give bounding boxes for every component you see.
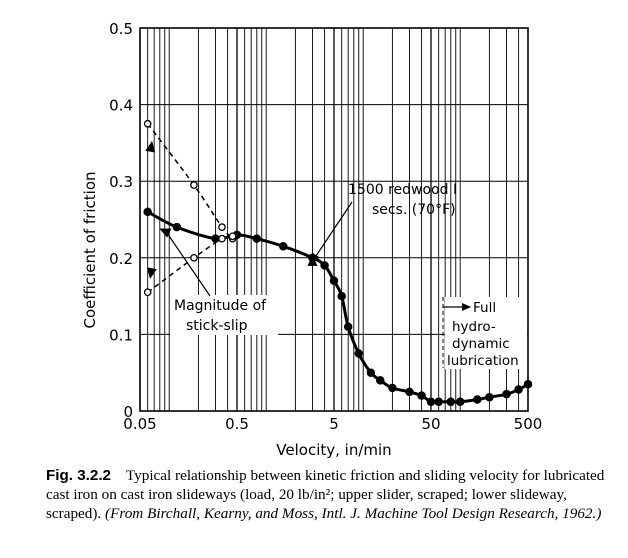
series-0 bbox=[143, 207, 533, 407]
series-2-point bbox=[190, 253, 198, 262]
series-0-point bbox=[426, 397, 436, 407]
series-0-point bbox=[366, 368, 376, 377]
y-tick-label: 0.5 bbox=[109, 20, 133, 38]
stick-slip-arrow-left bbox=[159, 228, 172, 238]
series-1-line bbox=[147, 123, 234, 240]
stick-slip-arrow-up bbox=[145, 140, 156, 153]
series-0-point bbox=[502, 389, 511, 399]
series-0-point bbox=[172, 222, 182, 232]
y-tick-label: 0.1 bbox=[109, 326, 133, 344]
series-0-point bbox=[514, 385, 523, 394]
annotation-hydrodynamic: Full hydro- dynamic lubrication bbox=[442, 297, 527, 369]
x-tick-label: 0.05 bbox=[123, 415, 156, 433]
annotation-stick-slip: Magnitude of stick-slip bbox=[164, 229, 278, 335]
y-tick-label: 0 bbox=[123, 403, 133, 421]
y-tick-label: 0.4 bbox=[109, 97, 133, 115]
series-1 bbox=[143, 119, 237, 243]
series-0-point bbox=[252, 234, 262, 243]
series-2 bbox=[143, 232, 237, 297]
series-0-point bbox=[523, 379, 533, 389]
series-0-point bbox=[405, 387, 414, 397]
series-1-point bbox=[190, 181, 198, 189]
stick-slip-arrow-down bbox=[146, 267, 157, 280]
y-tick-label: 0.2 bbox=[109, 250, 133, 268]
annotation-viscosity-line2: secs. (70°F) bbox=[372, 202, 456, 218]
annotation-stick-slip-leader bbox=[164, 229, 211, 297]
series-0-point bbox=[329, 276, 339, 286]
series-2-point bbox=[143, 288, 152, 297]
x-tick-label: 5 bbox=[329, 415, 339, 433]
friction-chart: 0 0.1 0.2 0.3 0.4 0.5 0.05 0.5 5 50 500 Velocity,… bbox=[81, 20, 542, 459]
caption-source: (From Birchall, Kearny, and Moss, Intl. … bbox=[105, 505, 602, 522]
series-0-point bbox=[337, 291, 346, 301]
annotation-hydrodynamic-line2: hydro- bbox=[452, 319, 496, 335]
series-0-point bbox=[485, 392, 494, 402]
caption-fig-label: Fig. 3.2.2 bbox=[46, 467, 111, 484]
series-0-point bbox=[455, 397, 465, 407]
series-2-point bbox=[218, 234, 226, 243]
x-tick-label: 500 bbox=[514, 415, 543, 433]
series-0-point bbox=[320, 261, 329, 270]
annotation-viscosity-leader bbox=[311, 201, 353, 263]
annotation-viscosity: 1500 redwood I secs. (70°F) bbox=[311, 182, 457, 263]
annotation-viscosity-line1: 1500 redwood I bbox=[348, 182, 457, 198]
annotation-stick-slip-line2: stick-slip bbox=[186, 318, 248, 334]
figure-caption: Fig. 3.2.2 Typical relationship between … bbox=[46, 466, 621, 523]
series-0-point bbox=[211, 234, 220, 243]
annotation-hydrodynamic-bg bbox=[445, 297, 527, 369]
series-0-point bbox=[343, 322, 353, 331]
y-axis-label: Coefficient of friction bbox=[81, 171, 99, 328]
annotation-hydrodynamic-line1: Full bbox=[473, 300, 496, 316]
x-axis-label: Velocity, in/min bbox=[276, 441, 391, 459]
y-tick-label: 0.3 bbox=[109, 173, 133, 191]
series-0-point bbox=[143, 207, 152, 217]
series-0-point bbox=[417, 391, 426, 400]
x-tick-label: 0.5 bbox=[225, 415, 249, 433]
x-tick-label: 50 bbox=[421, 415, 440, 433]
series-0-point bbox=[388, 383, 397, 393]
series-1-point bbox=[218, 223, 226, 232]
series-0-point bbox=[354, 349, 364, 358]
y-tick-labels: 0 0.1 0.2 0.3 0.4 0.5 bbox=[109, 20, 133, 421]
annotation-stick-slip-line1: Magnitude of bbox=[174, 298, 267, 314]
series-0-point bbox=[434, 397, 443, 407]
x-tick-labels: 0.05 0.5 5 50 500 bbox=[123, 415, 542, 433]
series-0-point bbox=[376, 376, 385, 385]
series-2-line bbox=[147, 235, 233, 293]
plot-frame bbox=[139, 27, 529, 412]
series-0-point bbox=[446, 397, 456, 407]
series-1-point bbox=[143, 119, 152, 128]
annotation-hydrodynamic-line4: lubrication bbox=[447, 353, 519, 369]
caption-text: Typical relationship between kinetic fri… bbox=[46, 467, 605, 522]
annotation-hydrodynamic-line3: dynamic bbox=[452, 336, 510, 352]
series-2-point bbox=[228, 232, 237, 241]
annotation-stick-slip-bg bbox=[170, 295, 278, 335]
series-0-point bbox=[473, 395, 482, 404]
series-0-point bbox=[279, 242, 288, 251]
